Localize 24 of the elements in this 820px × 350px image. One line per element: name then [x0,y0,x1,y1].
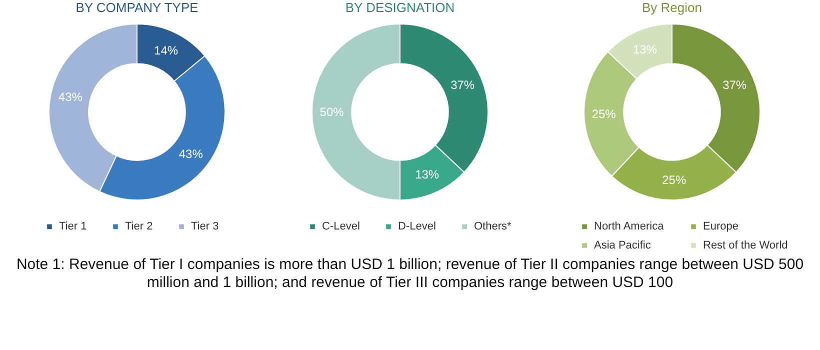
data-label: 43% [58,90,82,104]
legend-label: C-Level [322,220,360,233]
data-label: 50% [320,105,345,119]
legend-label: Asia Pacific [594,240,652,252]
legend-label: North America [594,220,664,233]
legend-label: Tier 2 [124,220,152,233]
chart-title: BY DESIGNATION [346,0,456,15]
data-label: 43% [178,146,203,161]
chart-title: By Region [642,0,702,15]
legend-label: D-Level [398,220,436,233]
data-label: 37% [451,78,476,92]
data-label: 14% [154,43,178,58]
data-label: 13% [416,168,440,182]
data-label: 37% [722,78,747,92]
data-label: 25% [592,107,616,122]
legend-label: Tier 3 [190,220,218,233]
chart-title: BY COMPANY TYPE [75,0,198,15]
text: Note 1: Revenue of Tier I companies is more than USD 1 billion; revenue of Tier II companies range between USD 500 million and 1 billion; and revenue of Tier III companies range between USD 100 [15,256,805,292]
legend-label: Tier 1 [58,220,86,233]
legend-label: Rest of the World [702,240,788,252]
legend-label: Others* [474,220,512,233]
data-label: 13% [632,42,658,56]
data-label: 25% [662,173,686,188]
legend-label: Europe [702,220,738,233]
